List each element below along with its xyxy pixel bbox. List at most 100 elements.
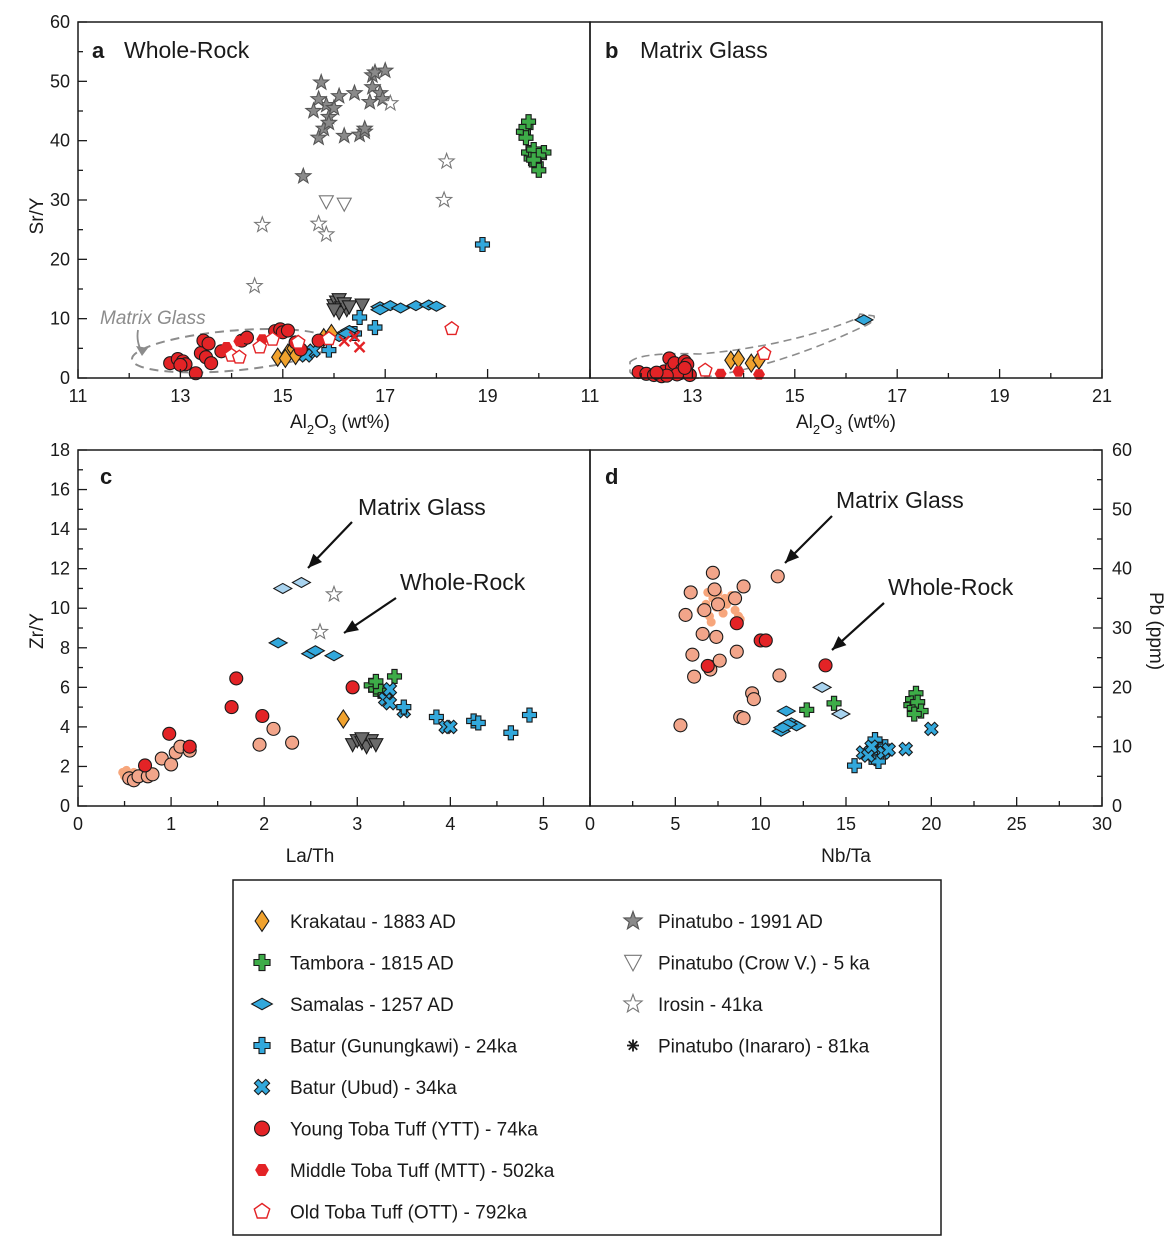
- point-samalas-3: [323, 650, 345, 662]
- point-mgcircle-6: [164, 757, 179, 772]
- point-pin1991-8: [304, 101, 323, 119]
- triangle-down-icon: [623, 954, 643, 973]
- point-batur_u-1: [860, 748, 876, 763]
- matrix-glass-field-outline: [629, 313, 876, 380]
- point-batur_g-3: [470, 715, 486, 731]
- panel-d-letter: d: [605, 464, 618, 489]
- point-mtt-2: [753, 369, 765, 380]
- point-batur_g-5: [521, 707, 538, 723]
- ytick-label-a: 60: [50, 12, 70, 32]
- xtick-label-a: 19: [478, 386, 498, 406]
- legend-label-tambora: Tambora - 1815 AD: [290, 954, 454, 975]
- point-ott-4: [321, 330, 337, 346]
- point-mgcircle-20: [746, 692, 761, 707]
- point-ytt-3: [758, 633, 773, 648]
- panel-d-matrix-glass-note: Matrix Glass: [836, 487, 964, 513]
- legend-label-mtt: Middle Toba Tuff (MTT) - 502ka: [290, 1161, 555, 1182]
- xtick-label-a: 15: [273, 386, 293, 406]
- ytick-label-c: 14: [50, 519, 70, 539]
- point-tambora-8: [531, 162, 547, 178]
- point-mgcircle-9: [705, 565, 720, 580]
- point-mgcircle-3: [685, 647, 700, 662]
- series-batur_g: [396, 699, 538, 741]
- point-mgcircle-1: [678, 607, 693, 622]
- panel-a-letter: a: [92, 38, 105, 63]
- point-batur_u-4: [442, 719, 458, 735]
- point-pin1991-22: [355, 119, 374, 137]
- ytick-label-d: 10: [1112, 737, 1132, 757]
- plus-icon: [253, 1036, 271, 1055]
- point-pin1991-5: [319, 113, 339, 131]
- series-batur_u: [855, 721, 939, 763]
- ytick-label-a: 30: [50, 190, 70, 210]
- point-irosin-0: [253, 215, 272, 233]
- ytick-label-c: 6: [60, 677, 70, 697]
- xtick-label-d: 5: [670, 814, 680, 834]
- xtick-label-b: 11: [581, 386, 600, 406]
- point-ott-1: [756, 345, 772, 360]
- point-pin1991-20: [373, 89, 392, 107]
- point-mgcircle-6: [697, 603, 712, 618]
- series-lightdia: [811, 681, 852, 720]
- ytick-label-a: 0: [60, 368, 70, 388]
- xtick-label-b: 13: [682, 386, 702, 406]
- point-tambora-11: [526, 152, 542, 168]
- point-ytt-3: [229, 671, 244, 686]
- pentagon-icon: [253, 1202, 271, 1219]
- point-mgdots-6: [718, 608, 728, 618]
- point-ott-0: [697, 362, 713, 377]
- legend-label-batur_g: Batur (Gunungkawi) - 24ka: [290, 1037, 517, 1058]
- legend-label-pincrow: Pinatubo (Crow V.) - 5 ka: [658, 954, 870, 975]
- point-mgcircle-13: [712, 653, 727, 668]
- series-tambora: [799, 685, 929, 722]
- point-mgcircle-5: [695, 626, 710, 641]
- point-mgcircle-22: [772, 668, 787, 683]
- point-ytt-1: [182, 739, 197, 754]
- point-mgcircle-11: [266, 721, 281, 736]
- arrow-matrix-glass-head: [785, 548, 800, 563]
- series-darktri: [326, 293, 371, 321]
- point-redx-2: [348, 330, 361, 343]
- ytick-label-c: 16: [50, 480, 70, 500]
- panel-d-ylabel: Pb (ppm): [1145, 592, 1166, 670]
- series-ott: [224, 320, 460, 364]
- point-batur_g-0: [846, 758, 863, 774]
- point-batur_u-2: [864, 739, 880, 755]
- point-darktri-8: [354, 298, 371, 314]
- point-samalas-2: [305, 645, 326, 657]
- ytick-label-d: 50: [1112, 499, 1132, 519]
- ytick-label-a: 10: [50, 309, 70, 329]
- point-ytt-4: [255, 708, 270, 724]
- point-irosin-4: [381, 93, 400, 112]
- panel-a-matrix-glass-note: Matrix Glass: [100, 308, 206, 329]
- xtick-label-b: 19: [990, 386, 1010, 406]
- series-ott: [697, 345, 772, 377]
- point-irosin-6: [434, 190, 454, 208]
- point-ytt-4: [188, 366, 203, 381]
- point-samalas-0: [268, 637, 289, 649]
- legend: Krakatau - 1883 AD Tambora - 1815 AD Samal…: [232, 879, 942, 1236]
- panel-a: 11 13 15 17 19 0 10 20 30 40 50 60: [50, 12, 591, 406]
- point-pin1991-6: [324, 98, 344, 116]
- point-lightdia-1: [291, 576, 312, 589]
- xtick-label-c: 5: [538, 814, 548, 834]
- panel-c-matrix-glass-note: Matrix Glass: [358, 494, 486, 520]
- point-ytt-9: [201, 336, 216, 351]
- xtick-label-c: 3: [352, 814, 362, 834]
- series-darktri: [344, 732, 384, 755]
- xtick-label-d: 10: [751, 814, 771, 834]
- point-samalas-2: [390, 302, 411, 314]
- legend-label-batur_u: Batur (Ubud) - 34ka: [290, 1078, 457, 1099]
- asterisk-icon: [627, 1039, 639, 1052]
- point-ytt-4: [818, 658, 833, 673]
- point-mgcircle-0: [673, 718, 688, 733]
- legend-frame: [232, 879, 942, 1236]
- point-batur_g-1: [367, 320, 383, 336]
- plus-icon: [253, 953, 271, 972]
- point-irosin-1: [245, 276, 264, 294]
- ytick-label-c: 2: [60, 756, 70, 776]
- series-krakatau: [724, 349, 766, 374]
- point-irosin-2: [309, 214, 328, 232]
